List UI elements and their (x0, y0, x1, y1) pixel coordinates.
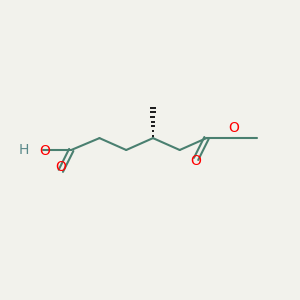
Text: H: H (19, 143, 29, 157)
Text: O: O (228, 121, 239, 134)
Text: O: O (56, 160, 66, 174)
Text: O: O (39, 144, 50, 158)
Text: O: O (190, 154, 202, 169)
